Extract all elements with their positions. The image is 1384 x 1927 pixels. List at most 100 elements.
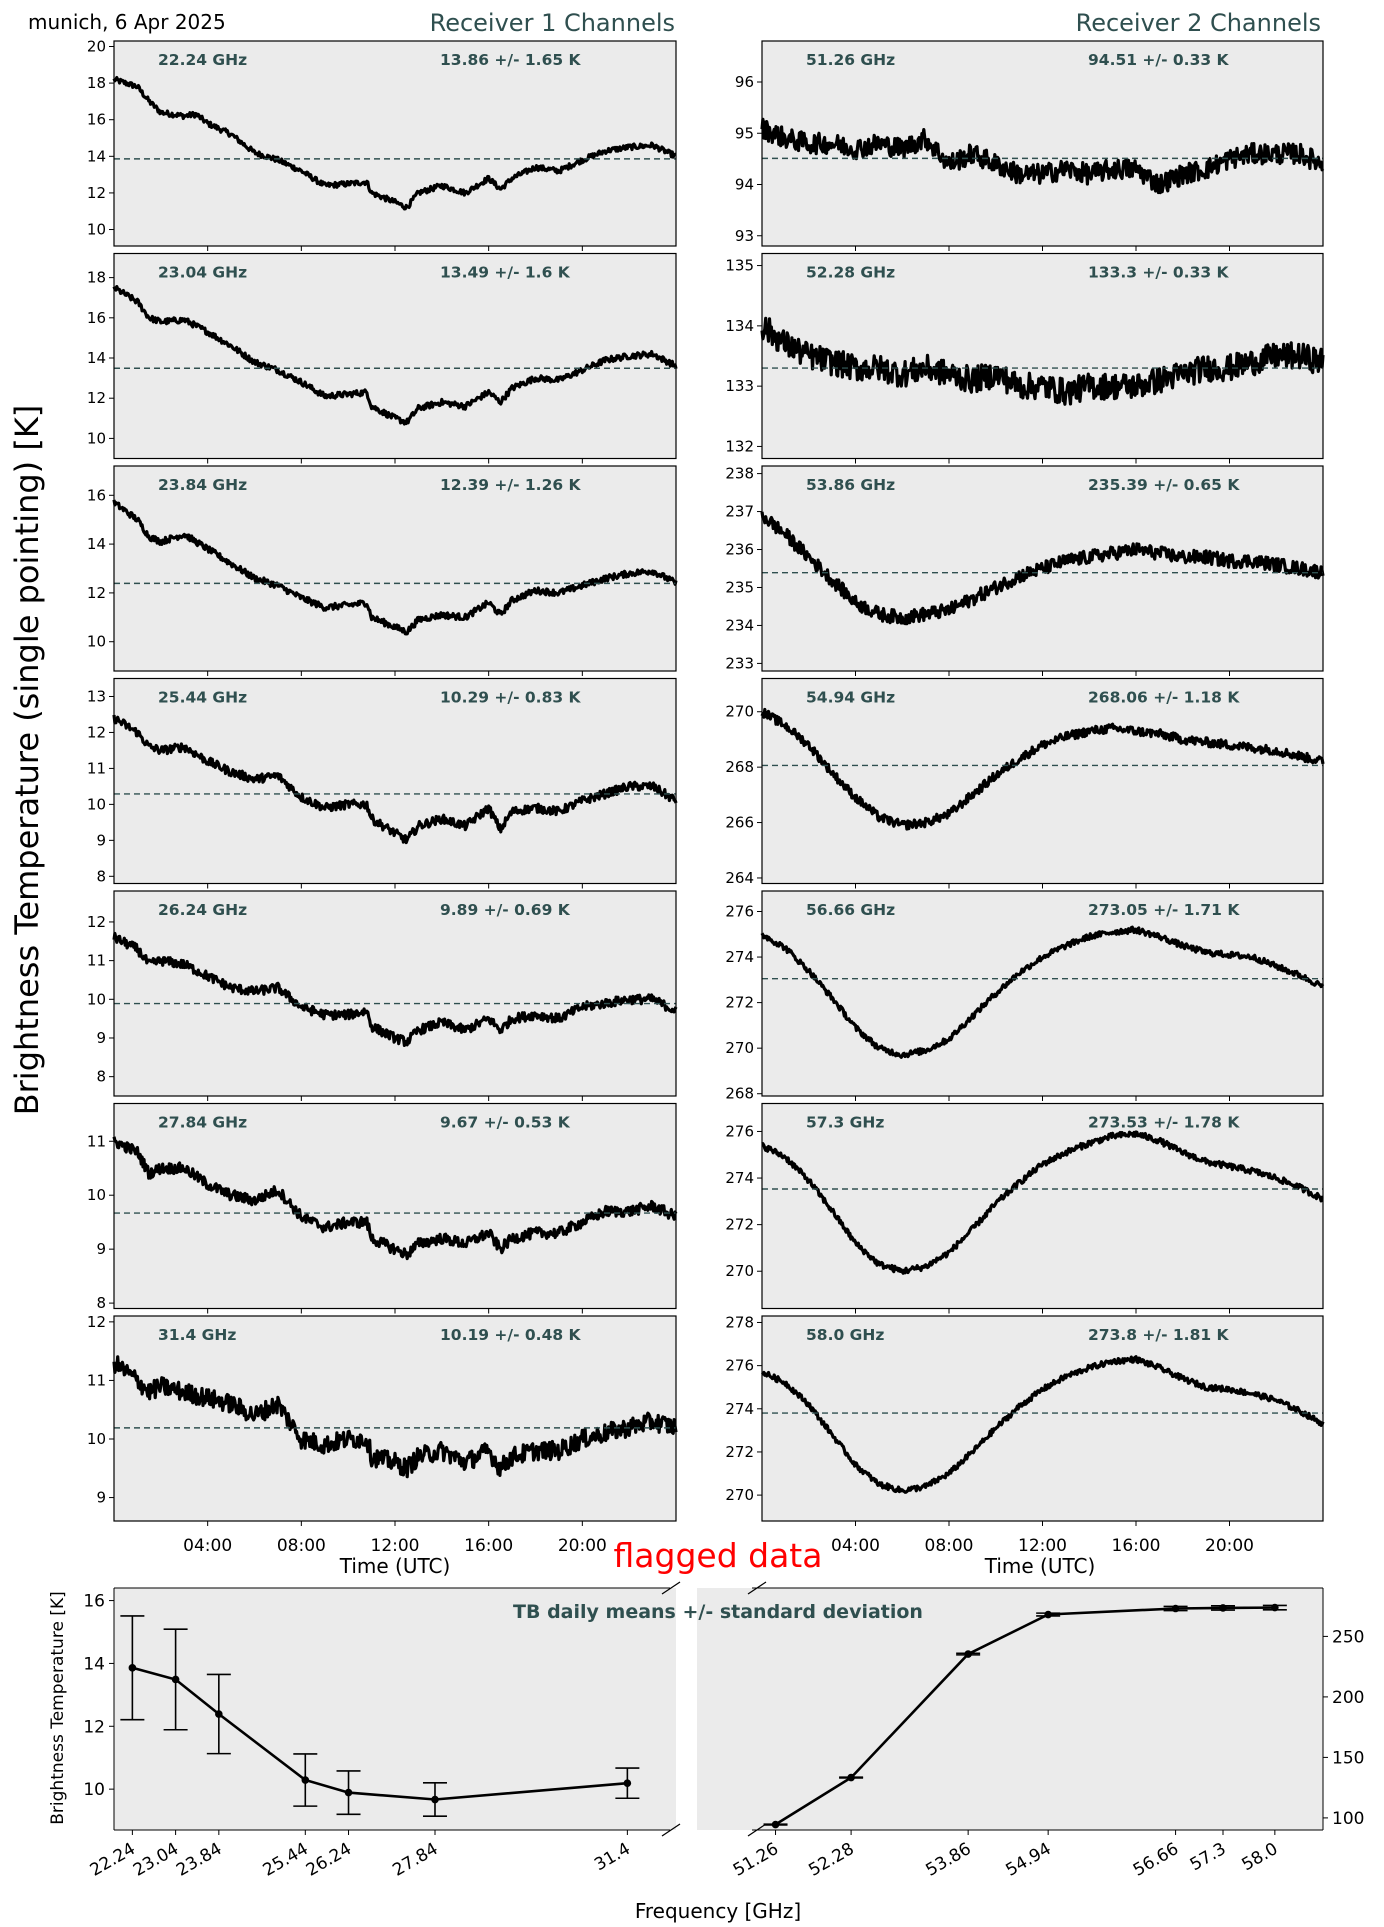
y-tick-label: 20 xyxy=(87,37,106,55)
summary-title: TB daily means +/- standard deviation xyxy=(513,1601,923,1623)
y-tick-label: 270 xyxy=(725,703,754,721)
panel-frame xyxy=(761,677,1324,885)
x-tick-label: 31.4 xyxy=(591,1839,634,1875)
y-tick-label: 278 xyxy=(725,1313,754,1331)
x-tick-label: 22.24 xyxy=(87,1839,139,1881)
axis-break-mark xyxy=(747,1581,767,1595)
mean-std-label: 13.86 +/- 1.65 K xyxy=(440,51,582,69)
frequency-label: 58.0 GHz xyxy=(806,1326,884,1344)
y-tick-label: 132 xyxy=(725,437,754,455)
panel-frame xyxy=(113,40,677,247)
x-tick-label: 12:00 xyxy=(371,1536,420,1556)
receiver2-panel-1: 93 94 95 96 51.26 GHz 94.51 +/- 0.33 K xyxy=(735,40,1325,251)
axis-break-mark xyxy=(661,1581,681,1595)
x-tick-label: 56.66 xyxy=(1130,1839,1182,1881)
axis-break-mark xyxy=(661,1823,681,1837)
receiver1-panel-2: 10 12 14 16 18 23.04 GHz 13.49 +/- 1.6 K xyxy=(87,252,678,464)
panel-frame xyxy=(761,252,1324,460)
data-trace xyxy=(760,511,1325,626)
data-trace xyxy=(112,714,678,845)
x-tick-label: 16:00 xyxy=(1112,1536,1161,1556)
y-tick-label: 8 xyxy=(96,867,106,885)
panel-background xyxy=(762,1103,1323,1309)
mean-std-label: 94.51 +/- 0.33 K xyxy=(1088,51,1230,69)
receiver2-panel-4: 264 266 268 270 54.94 GHz 268.06 +/- 1.18 K xyxy=(725,677,1325,889)
y-tick-label: 10 xyxy=(87,429,106,447)
panel-background xyxy=(762,891,1323,1096)
y-tick-label: 9 xyxy=(96,1489,106,1507)
y-tick-label: 234 xyxy=(725,616,754,634)
frequency-label: 53.86 GHz xyxy=(806,476,895,494)
data-trace xyxy=(112,1355,678,1479)
receiver1-panel-3: 10 12 14 16 23.84 GHz 12.39 +/- 1.26 K xyxy=(87,465,678,676)
panel-frame xyxy=(113,252,677,460)
y-axis-label: Brightness Temperature (single pointing)… xyxy=(8,405,46,1116)
panel-background xyxy=(114,253,676,459)
summary-y-label: Brightness Temperature [K] xyxy=(48,1591,68,1824)
flagged-data-label: flagged data xyxy=(614,1536,823,1575)
y-tick-label: 135 xyxy=(725,257,754,275)
x-tick-label: 04:00 xyxy=(183,1536,232,1556)
y-tick-label: 10 xyxy=(87,221,106,239)
mean-point xyxy=(1219,1604,1227,1612)
y-tick-label: 8 xyxy=(96,1068,106,1086)
y-tick-label: 16 xyxy=(87,486,106,504)
y-tick-label: 268 xyxy=(725,1085,754,1103)
x-tick-label: 12:00 xyxy=(1018,1536,1067,1556)
y-tick-label: 274 xyxy=(725,948,754,966)
panel-frame xyxy=(761,890,1324,1097)
x-tick-label: 25.44 xyxy=(260,1839,312,1881)
frequency-label: 25.44 GHz xyxy=(158,689,247,707)
receiver2-title: Receiver 2 Channels xyxy=(1076,9,1321,37)
mean-point xyxy=(1171,1604,1180,1613)
frequency-label: 56.66 GHz xyxy=(806,901,895,919)
x-tick-label: 08:00 xyxy=(277,1536,326,1556)
y-tick-label: 14 xyxy=(87,147,106,165)
receiver1-title: Receiver 1 Channels xyxy=(430,9,675,37)
mean-std-label: 133.3 +/- 0.33 K xyxy=(1088,264,1230,282)
mean-std-label: 235.39 +/- 0.65 K xyxy=(1088,476,1240,494)
y-tick-label: 270 xyxy=(725,1262,754,1280)
mean-point xyxy=(301,1776,310,1784)
receiver1-panel-1: 10 12 14 16 18 20 22.24 GHz 13.86 +/- 1.65 K xyxy=(87,37,677,251)
y-tick-label: 272 xyxy=(725,994,754,1012)
panel-frame xyxy=(761,1102,1324,1310)
frequency-label: 23.04 GHz xyxy=(158,264,247,282)
frequency-label: 54.94 GHz xyxy=(806,689,895,707)
y-tick-label: 12 xyxy=(87,723,106,741)
right-y-tick-label: 150 xyxy=(1332,1748,1364,1768)
y-tick-label: 14 xyxy=(87,535,106,553)
x-tick-label: 57.3 xyxy=(1187,1839,1230,1875)
panel-background xyxy=(114,678,676,884)
mean-std-label: 10.19 +/- 0.48 K xyxy=(440,1326,582,1344)
y-tick-label: 276 xyxy=(725,1357,754,1375)
y-tick-label: 12 xyxy=(87,584,106,602)
y-tick-label: 18 xyxy=(87,269,106,287)
data-trace xyxy=(761,1355,1325,1494)
data-trace xyxy=(760,316,1325,406)
panel-background xyxy=(114,1316,676,1521)
y-tick-label: 272 xyxy=(725,1443,754,1461)
y-tick-label: 276 xyxy=(725,903,754,921)
panel-frame xyxy=(113,677,677,885)
receiver2-panel-6: 270 272 274 276 57.3 GHz 273.53 +/- 1.78 K xyxy=(725,1102,1324,1314)
panel-background xyxy=(762,1316,1323,1521)
receiver1-panel-5: 8 9 10 11 12 26.24 GHz 9.89 +/- 0.69 K xyxy=(87,890,678,1101)
mean-point xyxy=(847,1773,855,1782)
frequency-label: 52.28 GHz xyxy=(806,264,895,282)
mean-point xyxy=(128,1664,137,1672)
mean-point xyxy=(431,1795,439,1804)
left-y-tick-label: 16 xyxy=(83,1592,105,1612)
data-trace xyxy=(112,499,678,636)
y-tick-label: 274 xyxy=(725,1400,754,1418)
mean-point xyxy=(344,1788,353,1797)
data-trace xyxy=(761,1130,1324,1275)
y-tick-label: 276 xyxy=(725,1122,754,1140)
mean-std-label: 273.05 +/- 1.71 K xyxy=(1088,901,1240,919)
panel-frame xyxy=(113,465,677,672)
mean-point xyxy=(964,1650,972,1658)
y-tick-label: 9 xyxy=(96,1029,106,1047)
y-tick-label: 9 xyxy=(96,831,106,849)
receiver1-panel-4: 8 9 10 11 12 13 25.44 GHz 10.29 +/- 0.83 K xyxy=(87,677,678,889)
right-y-tick-label: 250 xyxy=(1332,1627,1364,1647)
